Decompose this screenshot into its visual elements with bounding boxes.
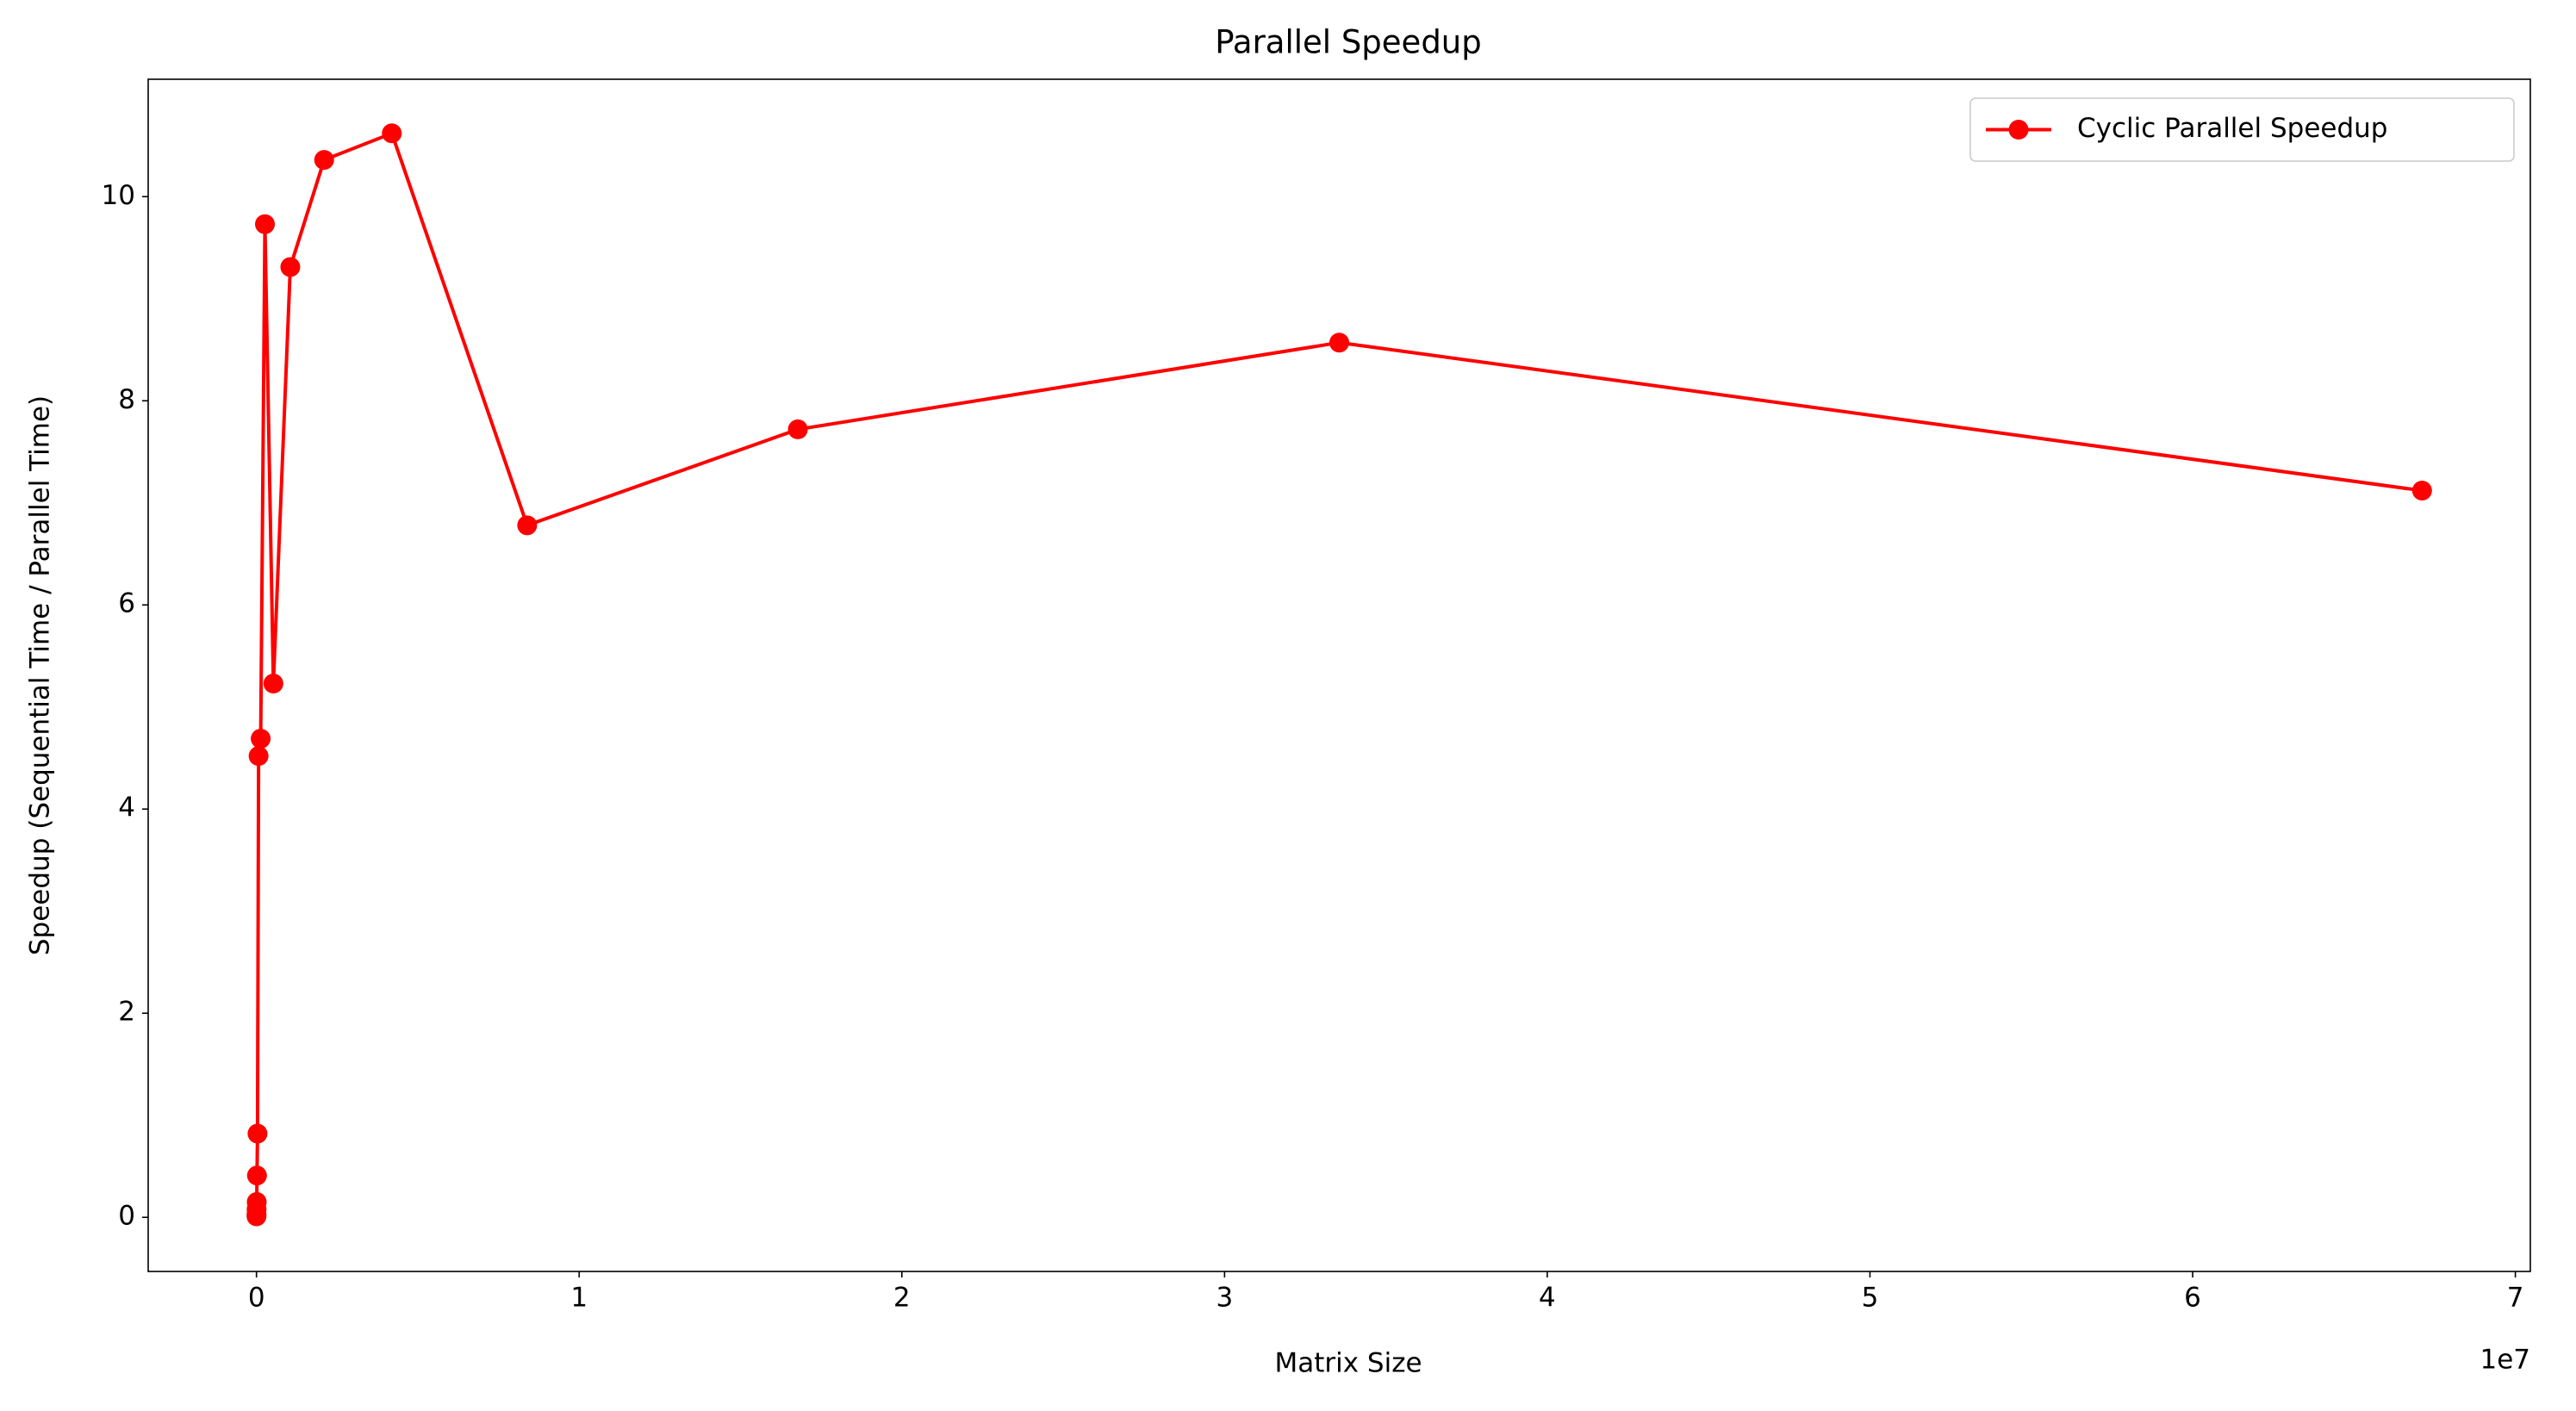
data-point (2411, 481, 2432, 501)
x-tick-label: 1 (570, 1283, 588, 1314)
x-tick-label: 5 (1862, 1283, 1879, 1314)
y-axis-label: Speedup (Sequential Time / Parallel Time… (25, 395, 56, 955)
x-tick-label: 2 (893, 1283, 911, 1314)
x-axis-label: Matrix Size (1274, 1348, 1422, 1379)
data-point (248, 746, 269, 767)
data-point (247, 1123, 268, 1144)
data-point (255, 214, 276, 234)
data-point (517, 515, 538, 536)
x-tick-label: 6 (2184, 1283, 2201, 1314)
plot-frame (147, 78, 2531, 1272)
data-point (314, 150, 334, 171)
y-tick-label: 8 (118, 384, 135, 415)
y-tick-label: 0 (118, 1201, 135, 1232)
x-offset-text: 1e7 (2480, 1345, 2530, 1376)
y-tick-label: 4 (118, 793, 135, 824)
y-tick-label: 10 (102, 180, 135, 211)
legend-label: Cyclic Parallel Speedup (2077, 113, 2387, 144)
data-point (280, 257, 301, 277)
data-point (382, 123, 402, 144)
y-tick-label: 2 (118, 997, 135, 1028)
data-point (1329, 333, 1349, 353)
legend-marker (2008, 120, 2029, 140)
y-tick-label: 6 (118, 588, 135, 619)
x-tick-label: 0 (248, 1283, 265, 1314)
data-point (246, 1191, 267, 1212)
legend-box (1969, 97, 2515, 162)
data-point (263, 673, 283, 693)
data-point (251, 728, 271, 749)
x-tick-label: 3 (1216, 1283, 1233, 1314)
chart-title: Parallel Speedup (1215, 24, 1482, 61)
data-point (787, 419, 808, 439)
x-tick-label: 4 (1539, 1283, 1556, 1314)
x-tick-label: 7 (2507, 1283, 2524, 1314)
data-point (246, 1165, 267, 1186)
